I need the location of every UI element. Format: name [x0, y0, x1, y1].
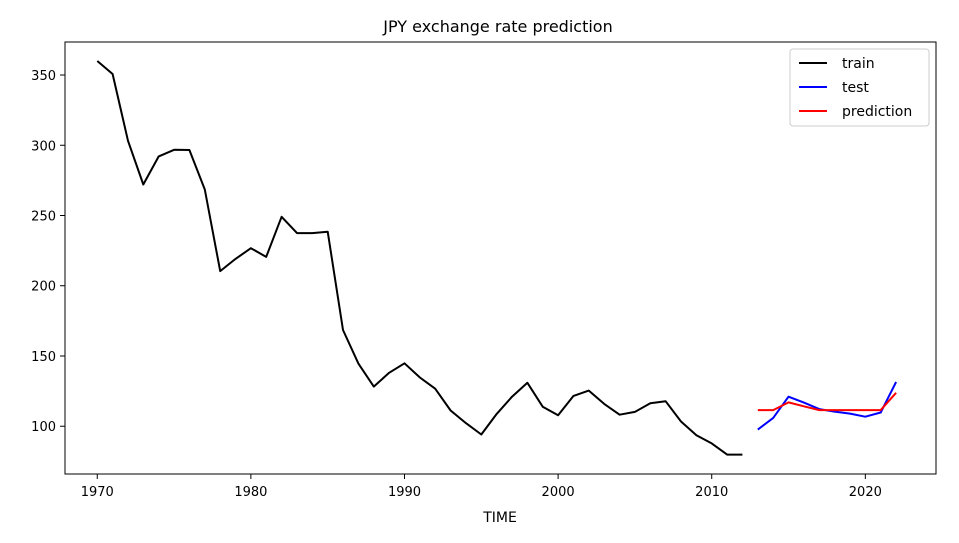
x-axis: 1970 1980 1990 2000 2010 2020 [81, 474, 882, 500]
y-tick-label: 150 [31, 350, 56, 365]
y-tick-label: 300 [31, 139, 56, 154]
series-layer [96, 60, 897, 456]
chart-title: JPY exchange rate prediction [382, 17, 612, 36]
x-tick-label: 1970 [81, 485, 114, 500]
x-tick-label: 2020 [849, 485, 882, 500]
y-tick-label: 350 [31, 69, 56, 84]
x-tick-label: 1990 [388, 485, 421, 500]
series-line-train [96, 60, 743, 456]
x-tick-label: 1980 [234, 485, 267, 500]
legend-box [789, 48, 930, 127]
legend-label-train: train [842, 56, 875, 72]
x-tick-label: 2010 [695, 485, 728, 500]
x-axis-label: TIME [482, 510, 517, 526]
y-tick-label: 100 [31, 420, 56, 435]
series-line-prediction [757, 392, 897, 412]
series-line-test [757, 381, 897, 431]
y-tick-label: 250 [31, 210, 56, 225]
y-tick-label: 200 [31, 280, 56, 295]
legend-label-test: test [842, 80, 869, 96]
plot-frame [64, 41, 937, 475]
legend: train test prediction [789, 48, 930, 127]
x-tick-label: 2000 [542, 485, 575, 500]
y-axis: 100 150 200 250 300 350 [31, 69, 65, 435]
legend-label-prediction: prediction [842, 104, 912, 120]
